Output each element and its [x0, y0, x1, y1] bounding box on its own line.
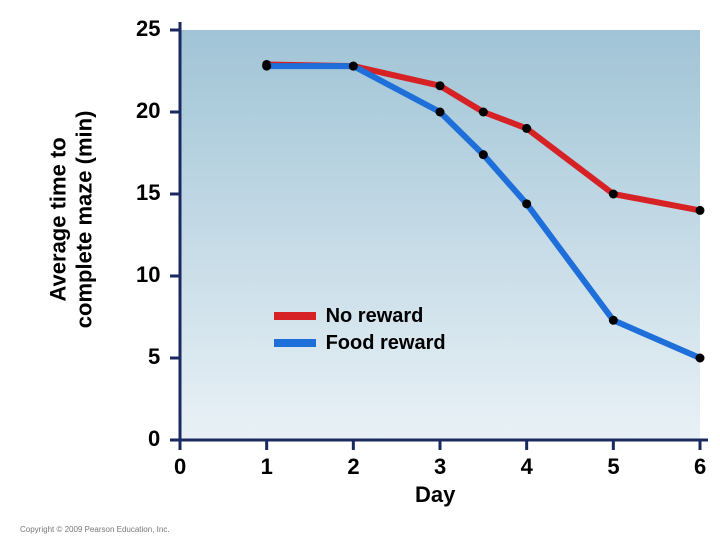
plot-background: [180, 30, 700, 440]
x-tick-label: 1: [261, 454, 273, 480]
y-tick-label: 25: [136, 16, 160, 42]
copyright-text: Copyright © 2009 Pearson Education, Inc.: [20, 525, 170, 534]
marker: [696, 354, 705, 363]
chart-container: Average time tocomplete maze (min) Day 0…: [0, 0, 720, 540]
x-tick-label: 6: [694, 454, 706, 480]
x-tick-label: 3: [434, 454, 446, 480]
y-tick-label: 5: [148, 344, 160, 370]
marker: [436, 81, 445, 90]
x-axis-label: Day: [415, 482, 455, 508]
marker: [349, 62, 358, 71]
marker: [522, 124, 531, 133]
legend-label: Food reward: [326, 332, 446, 355]
legend-item: No reward: [274, 305, 446, 328]
legend-item: Food reward: [274, 332, 446, 355]
legend-label: No reward: [326, 305, 424, 328]
plot-area: [170, 20, 710, 450]
marker: [609, 316, 618, 325]
marker: [436, 108, 445, 117]
x-tick-label: 0: [174, 454, 186, 480]
legend-swatch: [274, 312, 316, 320]
marker: [479, 150, 488, 159]
y-axis-label: Average time tocomplete maze (min): [46, 111, 98, 329]
y-tick-label: 0: [148, 426, 160, 452]
y-tick-label: 10: [136, 262, 160, 288]
legend: No reward Food reward: [274, 305, 446, 359]
y-tick-label: 20: [136, 98, 160, 124]
x-tick-label: 2: [347, 454, 359, 480]
y-tick-label: 15: [136, 180, 160, 206]
x-tick-label: 4: [521, 454, 533, 480]
marker: [522, 199, 531, 208]
legend-swatch: [274, 339, 316, 347]
marker: [696, 206, 705, 215]
marker: [609, 190, 618, 199]
marker: [479, 108, 488, 117]
x-tick-label: 5: [607, 454, 619, 480]
marker: [262, 62, 271, 71]
